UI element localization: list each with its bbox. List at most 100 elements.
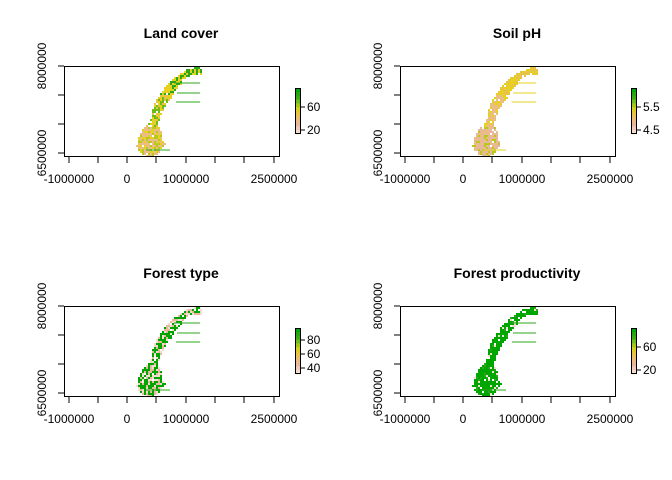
raster-cell [476,387,478,389]
raster-cell [520,71,522,73]
raster-cell [492,351,494,353]
raster-cell [534,71,536,73]
raster-cell [518,79,520,81]
raster-cell [526,311,528,313]
raster-cell [158,99,160,101]
raster-cell [482,137,484,139]
raster-cell [480,143,482,145]
raster-cell [476,141,478,143]
raster-cell [168,89,170,91]
raster-cell [476,133,478,135]
raster-cell [480,383,482,385]
raster-cell [498,93,500,95]
raster-cell [522,71,524,73]
raster-cell [484,387,486,389]
raster-cell [522,313,524,315]
raster-cell [156,139,158,141]
raster-cell [492,135,494,137]
raster-cell [158,129,160,131]
raster-cell [180,313,182,315]
raster-cell [534,73,536,75]
raster-cell [154,385,156,387]
raster-cell [140,149,142,151]
raster-cell [162,91,164,93]
raster-cell [140,385,142,387]
raster-cell [474,383,476,385]
raster-cell [490,143,492,145]
raster-cell [170,89,172,91]
raster-cell [164,345,166,347]
raster-cell [156,345,158,347]
raster-cell [142,369,144,371]
raster-cell [142,135,144,137]
raster-cell [186,71,188,73]
raster-cell [144,387,146,389]
legend-swatch [295,103,301,108]
raster-cell [170,93,172,95]
raster-cell [492,343,494,345]
raster-cell [150,381,152,383]
raster-cell [476,375,478,377]
raster-cell [506,93,508,95]
raster-cell [484,375,486,377]
raster-cell [152,113,154,115]
raster-cell [488,137,490,139]
raster-cell [154,371,156,373]
x-tick-label: 1000000 [163,172,210,186]
raster-cell [494,359,496,361]
raster-cell [490,113,492,115]
raster-cell [488,355,490,357]
raster-cell [178,317,180,319]
raster-cell [150,123,152,125]
raster-cell [146,141,148,143]
raster-cell [142,383,144,385]
raster-cell [164,331,166,333]
raster-cell [494,139,496,141]
raster-cell [514,325,516,327]
raster-cell [164,87,166,89]
raster-cell [148,153,150,155]
x-tick-label: 0 [460,412,467,426]
raster-cell [146,385,148,387]
raster-cell [188,313,190,315]
raster-cell [172,321,174,323]
raster-cell [192,313,194,315]
raster-cell [532,69,534,71]
raster-cell [174,325,176,327]
raster-cell [164,337,166,339]
raster-cell [484,373,486,375]
raster-cell [494,347,496,349]
raster-cell [506,333,508,335]
raster-cell [494,377,496,379]
raster-cell [172,91,174,93]
raster-cell [158,353,160,355]
raster-cell [158,133,160,135]
raster-cell [488,373,490,375]
raster-cell [500,99,502,101]
raster-cell [148,371,150,373]
raster-cell [490,385,492,387]
raster-cell [492,127,494,129]
raster-cell [148,123,150,125]
raster-cell [190,309,192,311]
raster-cell [182,75,184,77]
raster-cell [492,99,494,101]
raster-cell [164,93,166,95]
raster-cell [164,105,166,107]
raster-cell [532,311,534,313]
raster-cell [506,91,508,93]
raster-cell [508,79,510,81]
raster-cell [474,143,476,145]
raster-cell [148,131,150,133]
raster-cell [158,391,160,393]
raster-cell [156,341,158,343]
raster-cell [480,151,482,153]
raster-cell [530,67,532,69]
raster-cell [146,131,148,133]
raster-cell [478,137,480,139]
raster-cell [490,359,492,361]
raster-cell [484,135,486,137]
raster-cell [172,83,174,85]
raster-cell [152,129,154,131]
raster-cell [484,151,486,153]
